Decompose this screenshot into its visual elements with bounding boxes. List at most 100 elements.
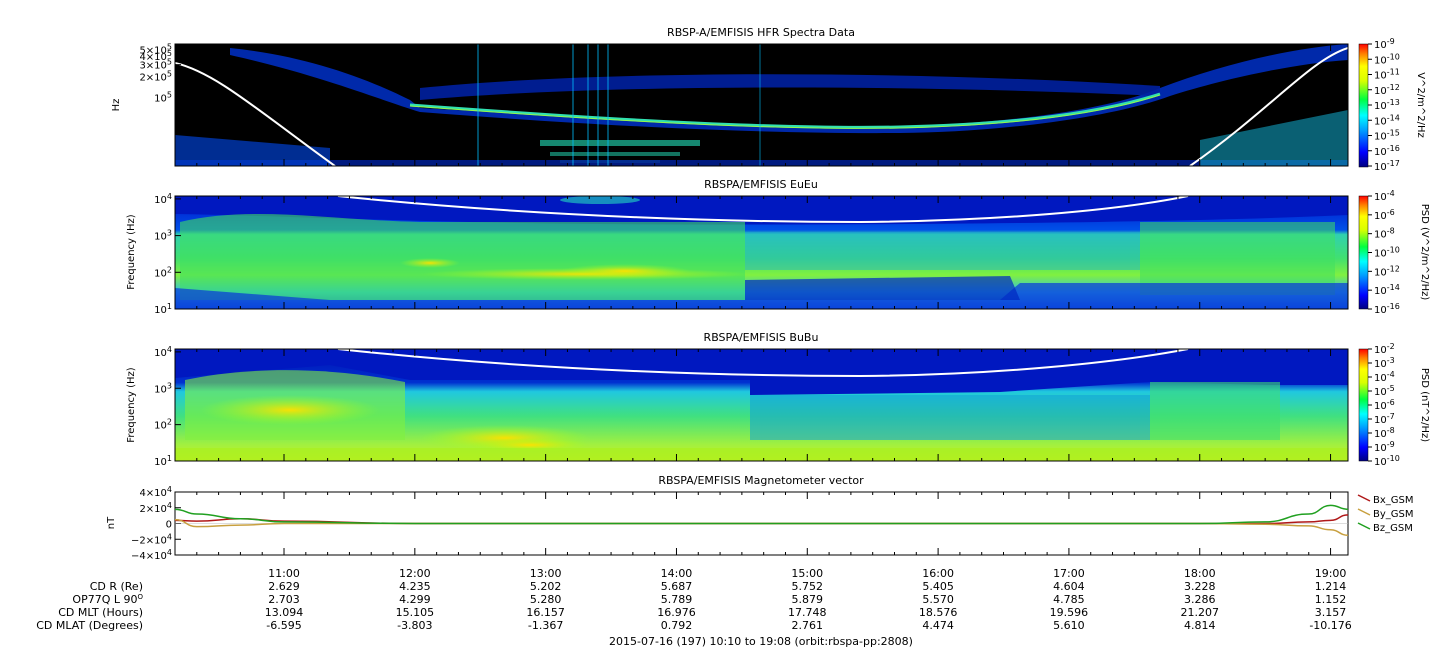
ephemeris-value: 3.157 [1315,606,1347,619]
eueu-spectrogram [175,196,1348,309]
bubu-y-label: Frequency (Hz) [126,367,137,443]
ephemeris-value: 16.157 [526,606,565,619]
time-tick-label: 14:00 [661,567,693,580]
ephemeris-value: -6.595 [266,619,301,632]
time-axis-labels: 11:00 12:00 13:00 14:00 15:00 16:00 17:00 18:00… [268,567,1346,580]
y-tick-label: 104 [154,192,172,206]
ephemeris-value: 3.228 [1184,580,1216,593]
y-tick-label: 2×104 [139,501,172,515]
hfr-panel: RBSP-A/EMFISIS HFR Spectra Data [111,26,1426,173]
bubu-title: RBSPA/EMFISIS BuBu [704,331,819,344]
ephemeris-value: 2.703 [268,593,300,606]
colorbar-tick-label: 10-6 [1374,398,1395,412]
time-tick-label: 12:00 [399,567,431,580]
colorbar-tick-label: 10-14 [1374,113,1400,127]
ephemeris-value: 13.094 [265,606,304,619]
hfr-y-label: Hz [111,99,122,112]
time-tick-label: 13:00 [530,567,562,580]
bubu-colorbar-label: PSD (nT^2/Hz) [1419,368,1430,442]
y-tick-label: 101 [154,302,172,316]
ephemeris-value: -10.176 [1309,619,1351,632]
ephemeris-value: 1.152 [1315,593,1347,606]
colorbar-tick-label: 10-11 [1374,68,1400,82]
y-tick-label: 102 [154,418,172,432]
bubu-colorbar: 10-210-310-410-510-610-710-810-910-10 PS… [1358,342,1430,468]
mag-y-label: nT [106,516,117,529]
ephemeris-value: 5.202 [530,580,562,593]
ephemeris-value: 3.286 [1184,593,1216,606]
ephemeris-value: 5.405 [922,580,954,593]
ephemeris-value: 2.629 [268,580,300,593]
series-line-bz-gsm [174,504,1349,525]
hfr-title: RBSP-A/EMFISIS HFR Spectra Data [667,26,855,39]
mag-panel: RBSPA/EMFISIS Magnetometer vector 4×104 2… [106,474,1414,562]
colorbar-tick-label: 10-10 [1374,454,1400,468]
y-tick-label: −4×104 [131,548,172,562]
ephemeris-value: 15.105 [396,606,435,619]
ephemeris-table: CD R (Re) 2.629 4.235 5.202 5.687 5.752 5.405 4… [36,580,1352,632]
y-tick-label: 101 [154,454,172,468]
legend-swatch [1357,508,1371,516]
bubu-spectrogram [175,349,1348,461]
footer-time-range: 2015-07-16 (197) 10:10 to 19:08 (orbit:r… [609,635,913,648]
y-tick-label: 5×105 [139,42,172,56]
colorbar-tick-label: 10-17 [1374,159,1400,173]
mag-series [174,504,1349,537]
ephemeris-row-label: CD MLT (Hours) [58,606,143,619]
colorbar-tick-label: 10-13 [1374,98,1400,112]
hfr-colorbar-label: V^2/m^2/Hz [1415,72,1426,138]
time-tick-label: 17:00 [1053,567,1085,580]
ephemeris-value: -1.367 [528,619,563,632]
ephemeris-value: 4.474 [922,619,954,632]
eueu-colorbar-label: PSD (V^2/m^2/Hz) [1419,204,1430,301]
ephemeris-value: 5.280 [530,593,562,606]
legend-swatch [1357,522,1371,530]
colorbar-tick-label: 10-8 [1374,426,1395,440]
time-tick-label: 18:00 [1184,567,1216,580]
y-tick-label: 3×105 [139,58,172,72]
colorbar-tick-label: 10-16 [1374,144,1400,158]
colorbar-tick-label: 10-4 [1374,189,1395,203]
ephemeris-value: 21.207 [1180,606,1219,619]
ephemeris-value: 5.610 [1053,619,1085,632]
ephemeris-row-label: CD MLAT (Degrees) [36,619,143,632]
ephemeris-value: 4.604 [1053,580,1085,593]
ephemeris-value: 2.761 [792,619,824,632]
ephemeris-value: 16.976 [657,606,696,619]
colorbar-tick-label: 10-3 [1374,356,1395,370]
legend-swatch [1357,494,1371,502]
bubu-y-axis: 104 103 102 101 [154,345,181,468]
y-tick-label: 105 [154,90,172,104]
ephemeris-value: 5.570 [922,593,954,606]
colorbar-tick-label: 10-12 [1374,83,1400,97]
ephemeris-value: 4.299 [399,593,431,606]
ephemeris-value: 4.814 [1184,619,1216,632]
mag-title: RBSPA/EMFISIS Magnetometer vector [658,474,864,487]
y-tick-label: 103 [154,229,172,243]
mag-legend: Bx_GSM By_GSM Bz_GSM [1357,494,1414,534]
ephemeris-value: 5.789 [661,593,693,606]
eueu-title: RBSPA/EMFISIS EuEu [704,178,818,191]
ephemeris-value: 5.879 [792,593,824,606]
ephemeris-value: 4.785 [1053,593,1085,606]
ephemeris-row-label: CD R (Re) [90,580,143,593]
y-tick-label: −2×104 [131,532,172,546]
ephemeris-value: -3.803 [397,619,432,632]
ephemeris-value: 18.576 [919,606,958,619]
colorbar-tick-label: 10-12 [1374,264,1400,278]
y-tick-label: 102 [154,265,172,279]
ephemeris-value: 4.235 [399,580,431,593]
colorbar-tick-label: 10-6 [1374,208,1395,222]
y-tick-label: 2×105 [139,70,172,84]
colorbar-tick-label: 10-15 [1374,129,1400,143]
colorbar-tick-label: 10-8 [1374,227,1395,241]
mag-y-axis: 4×104 2×104 0−2×104 −4×104 [131,485,181,562]
y-tick-label: 4×104 [139,485,172,499]
colorbar-tick-label: 10-5 [1374,384,1395,398]
ephemeris-value: 19.596 [1050,606,1089,619]
colorbar-tick-label: 10-10 [1374,52,1400,66]
time-tick-label: 16:00 [922,567,954,580]
